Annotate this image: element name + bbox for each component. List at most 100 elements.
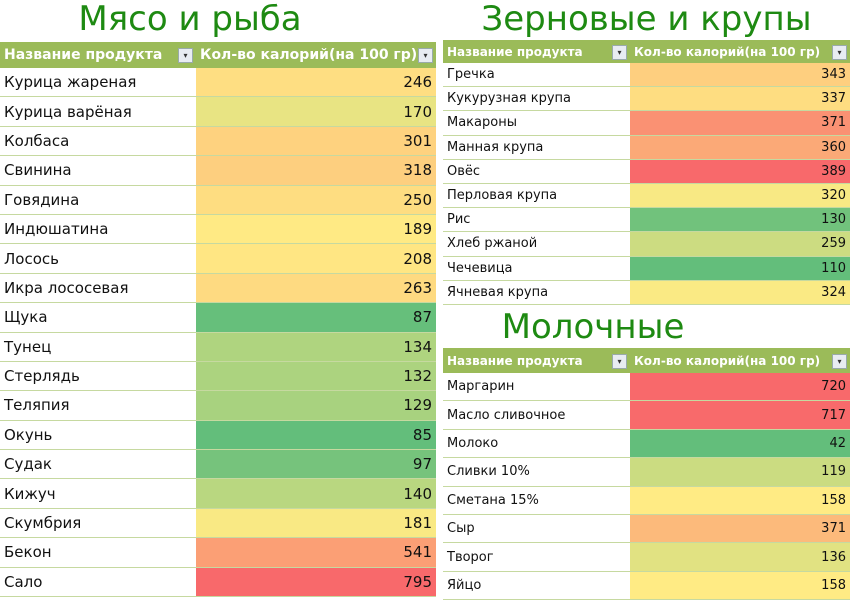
calorie-value: 119	[630, 457, 850, 487]
calorie-value: 360	[630, 135, 850, 160]
calorie-value: 208	[196, 243, 436, 274]
product-name: Сыр	[443, 514, 630, 544]
product-name: Творог	[443, 542, 630, 572]
table-row: Хлеб ржаной 259	[443, 231, 850, 257]
calorie-value: 717	[630, 400, 850, 430]
table-row: Сметана 15% 158	[443, 486, 850, 515]
table-row: Индюшатина 189	[0, 214, 436, 245]
table-row: Рис 130	[443, 207, 850, 233]
calorie-value: 263	[196, 273, 436, 304]
product-name: Тунец	[0, 332, 196, 362]
calories-header[interactable]: Кол-во калорий(на 100 гр) ▾	[196, 42, 436, 68]
calorie-value: 250	[196, 185, 436, 215]
calorie-value: 189	[196, 214, 436, 245]
header-row: Название продукта ▾ Кол-во калорий(на 100 …	[0, 42, 436, 68]
product-name: Скумбрия	[0, 508, 196, 539]
table-row: Окунь 85	[0, 420, 436, 451]
table-row: Ячневая крупа 324	[443, 280, 850, 305]
table-row: Макароны 371	[443, 110, 850, 136]
product-name: Окунь	[0, 420, 196, 451]
product-name: Молоко	[443, 429, 630, 459]
table-row: Молоко 42	[443, 429, 850, 459]
product-name: Овёс	[443, 159, 630, 184]
product-name: Лосось	[0, 243, 196, 274]
filter-dropdown-icon[interactable]: ▾	[418, 48, 433, 63]
calorie-value: 720	[630, 373, 850, 402]
table-row: Говядина 250	[0, 185, 436, 215]
product-name: Курица варёная	[0, 96, 196, 127]
calorie-value: 320	[630, 183, 850, 209]
product-name: Колбаса	[0, 126, 196, 157]
product-name: Кижуч	[0, 478, 196, 509]
product-name: Бекон	[0, 537, 196, 568]
title-grains: Зерновые и крупы	[481, 0, 812, 39]
product-name: Гречка	[443, 63, 630, 88]
product-name: Индюшатина	[0, 214, 196, 245]
calorie-value: 371	[630, 514, 850, 544]
title-dairy: Молочные	[501, 307, 685, 347]
calorie-value: 318	[196, 155, 436, 186]
name-header[interactable]: Название продукта ▾	[443, 40, 630, 63]
filter-dropdown-icon[interactable]: ▾	[832, 353, 847, 369]
calorie-value: 343	[630, 63, 850, 88]
calorie-value: 795	[196, 567, 436, 598]
product-name: Говядина	[0, 185, 196, 215]
table-row: Тунец 134	[0, 332, 436, 362]
calories-header[interactable]: Кол-во калорий(на 100 гр) ▾	[630, 40, 850, 63]
table-row: Сало 795	[0, 567, 436, 598]
calorie-value: 158	[630, 486, 850, 515]
table-row: Колбаса 301	[0, 126, 436, 157]
table-row: Бекон 541	[0, 537, 436, 568]
table-row: Масло сливочное 717	[443, 400, 850, 430]
title-meat-fish: Мясо и рыба	[78, 0, 302, 39]
calorie-value: 389	[630, 159, 850, 184]
table-row: Свинина 318	[0, 155, 436, 186]
calories-header[interactable]: Кол-во калорий(на 100 гр) ▾	[630, 348, 850, 373]
calorie-value: 134	[196, 332, 436, 362]
table-row: Яйцо 158	[443, 571, 850, 600]
filter-dropdown-icon[interactable]: ▾	[178, 48, 193, 63]
calorie-value: 259	[630, 231, 850, 257]
dairy-table: Название продукта ▾ Кол-во калорий(на 100 …	[443, 348, 850, 600]
calorie-value: 85	[196, 420, 436, 451]
product-name: Стерлядь	[0, 361, 196, 392]
product-name: Икра лососевая	[0, 273, 196, 304]
table-row: Теляпия 129	[0, 390, 436, 421]
filter-dropdown-icon[interactable]: ▾	[612, 44, 627, 60]
grains-table: Название продукта ▾ Кол-во калорий(на 100 …	[443, 40, 850, 305]
calorie-value: 181	[196, 508, 436, 539]
product-name: Курица жареная	[0, 68, 196, 98]
table-row: Сливки 10% 119	[443, 457, 850, 487]
calorie-value: 136	[630, 542, 850, 572]
calorie-value: 132	[196, 361, 436, 392]
filter-dropdown-icon[interactable]: ▾	[832, 44, 847, 60]
table-row: Манная крупа 360	[443, 135, 850, 160]
table-row: Творог 136	[443, 542, 850, 572]
product-name: Рис	[443, 207, 630, 233]
table-row: Маргарин 720	[443, 373, 850, 402]
meat-fish-table: Название продукта ▾ Кол-во калорий(на 100 …	[0, 42, 436, 598]
product-name: Сметана 15%	[443, 486, 630, 515]
calorie-value: 140	[196, 478, 436, 509]
product-name: Ячневая крупа	[443, 280, 630, 305]
calorie-value: 541	[196, 537, 436, 568]
table-row: Перловая крупа 320	[443, 183, 850, 209]
calorie-value: 129	[196, 390, 436, 421]
product-name: Теляпия	[0, 390, 196, 421]
table-row: Овёс 389	[443, 159, 850, 184]
product-name: Макароны	[443, 110, 630, 136]
calorie-value: 42	[630, 429, 850, 459]
name-header[interactable]: Название продукта ▾	[443, 348, 630, 373]
calorie-value: 110	[630, 256, 850, 281]
product-name: Масло сливочное	[443, 400, 630, 430]
table-row: Сыр 371	[443, 514, 850, 544]
filter-dropdown-icon[interactable]: ▾	[612, 353, 627, 369]
table-row: Курица варёная 170	[0, 96, 436, 127]
product-name: Яйцо	[443, 571, 630, 600]
product-name: Щука	[0, 302, 196, 333]
calorie-value: 170	[196, 96, 436, 127]
name-header[interactable]: Название продукта ▾	[0, 42, 196, 68]
product-name: Кукурузная крупа	[443, 86, 630, 112]
calorie-value: 337	[630, 86, 850, 112]
product-name: Маргарин	[443, 373, 630, 402]
